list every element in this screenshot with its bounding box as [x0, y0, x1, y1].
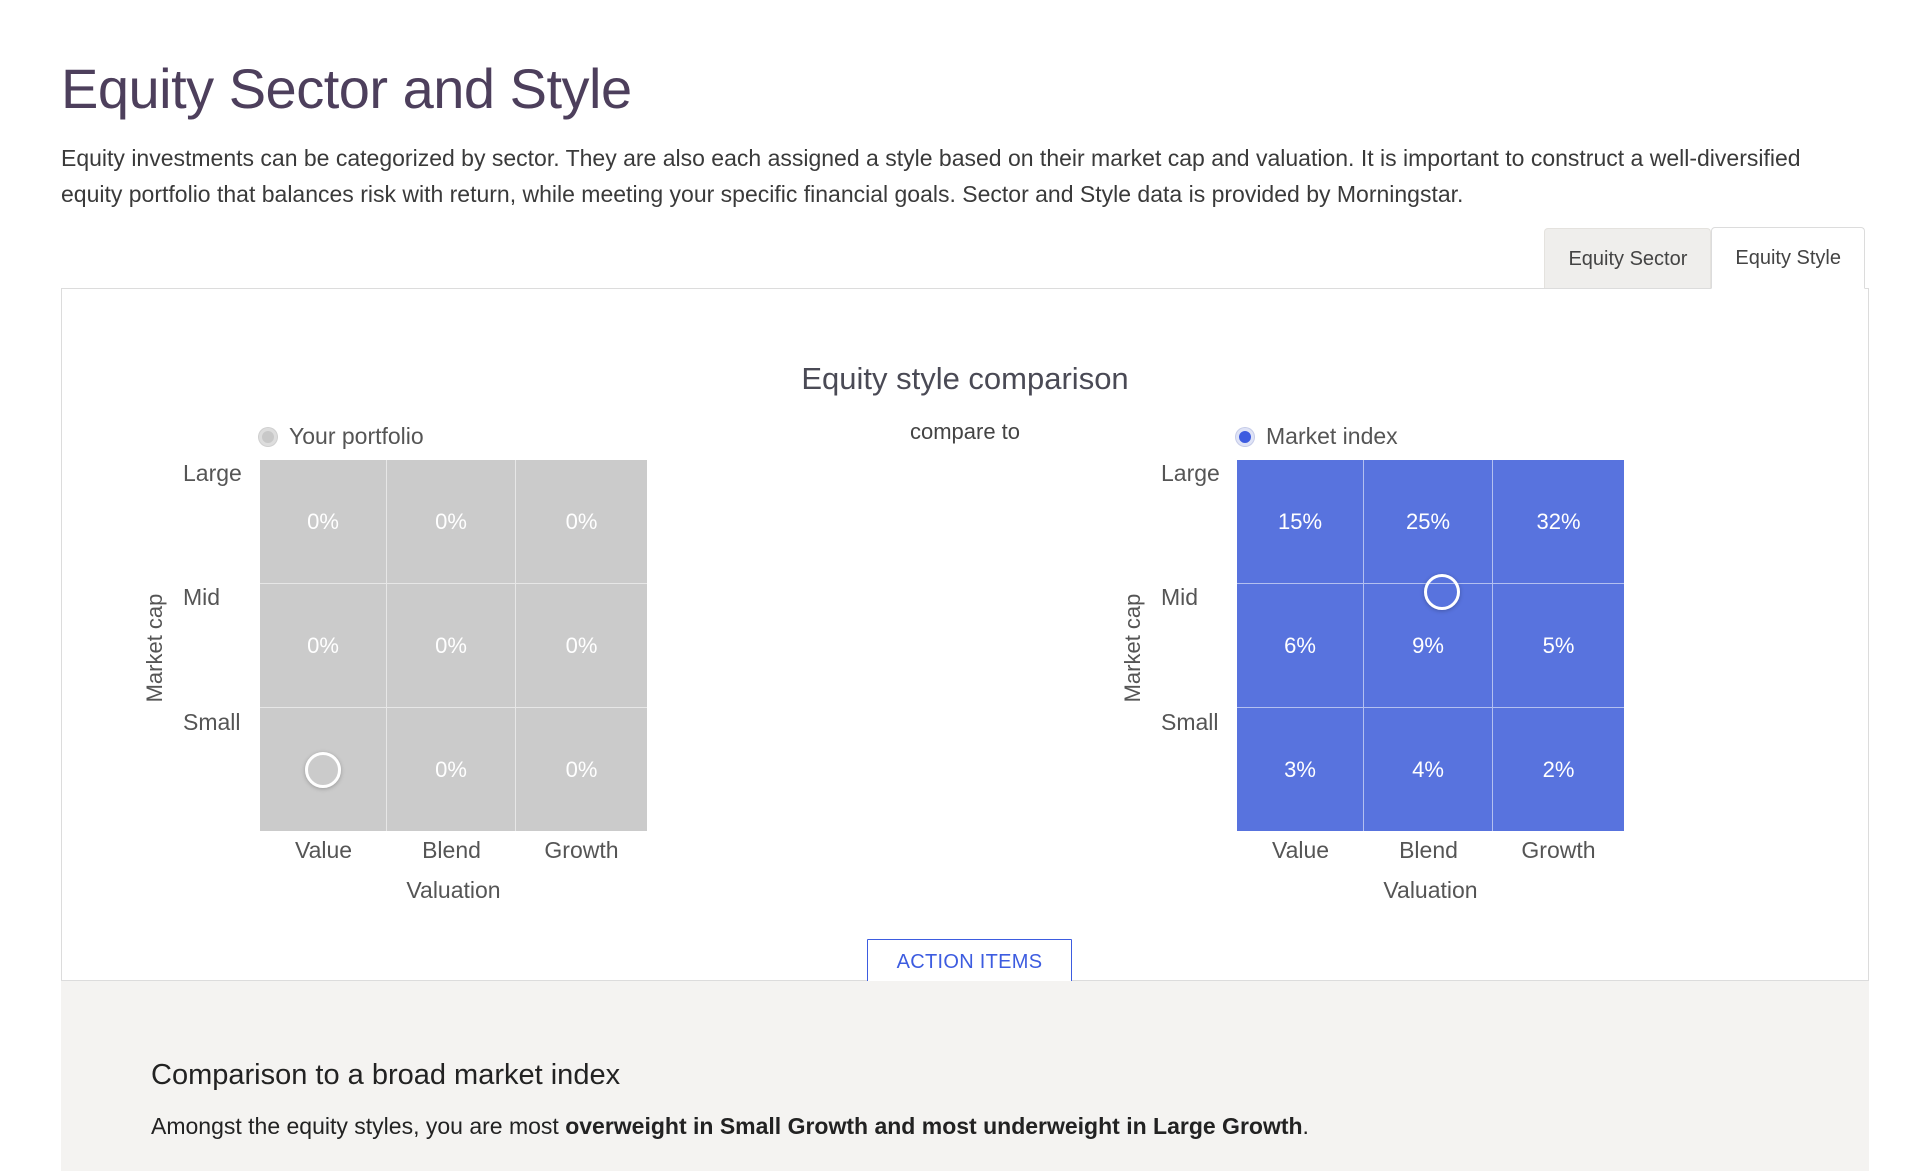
summary-section: Comparison to a broad market index Among… — [61, 981, 1869, 1171]
right-col-label-growth: Growth — [1521, 837, 1596, 863]
right-row-label-mid: Mid — [1161, 584, 1199, 610]
cell-large-growth: 0% — [516, 460, 647, 584]
summary-heading: Comparison to a broad market index — [151, 1059, 621, 1091]
tab-bar: Equity Sector Equity Style — [1544, 227, 1865, 289]
cell-mid-value: 0% — [260, 584, 387, 708]
tab-equity-sector[interactable]: Equity Sector — [1544, 228, 1712, 289]
summary-text-suffix: . — [1302, 1113, 1309, 1139]
cell-small-value — [260, 708, 387, 831]
equity-style-panel: Equity style comparison compare to Your … — [61, 288, 1869, 986]
radio-unchecked-icon — [259, 427, 277, 446]
right-col-label-blend: Blend — [1399, 837, 1458, 863]
radio-checked-icon — [1236, 427, 1254, 446]
cell-small-growth: 0% — [516, 708, 647, 831]
cell-large-blend: 0% — [387, 460, 516, 584]
left-col-label-growth: Growth — [544, 837, 619, 863]
cell-mid-value: 6% — [1237, 584, 1364, 708]
left-row-label-mid: Mid — [183, 584, 221, 610]
right-row-label-large: Large — [1161, 460, 1220, 486]
cell-large-growth: 32% — [1493, 460, 1624, 584]
cell-large-blend: 25% — [1364, 460, 1493, 584]
cell-large-value: 15% — [1237, 460, 1364, 584]
right-x-axis-title: Valuation — [1383, 877, 1478, 903]
market-index-label: Market index — [1266, 423, 1398, 449]
right-col-label-value: Value — [1271, 837, 1330, 863]
cell-mid-growth: 5% — [1493, 584, 1624, 708]
market-index-radio[interactable]: Market index — [1236, 423, 1398, 450]
cell-small-growth: 2% — [1493, 708, 1624, 831]
summary-text-prefix: Amongst the equity styles, you are most — [151, 1113, 566, 1139]
cell-small-blend: 4% — [1364, 708, 1493, 831]
summary-text-bold: overweight in Small Growth and most unde… — [565, 1113, 1303, 1139]
cell-mid-blend: 0% — [387, 584, 516, 708]
cell-mid-growth: 0% — [516, 584, 647, 708]
intro-text: Equity investments can be categorized by… — [61, 145, 1801, 207]
market-index-style-grid: 15% 25% 32% 6% 9% 5% 3% 4% 2% — [1237, 460, 1624, 831]
right-row-label-small: Small — [1161, 709, 1219, 735]
cell-large-value: 0% — [260, 460, 387, 584]
your-portfolio-style-grid: 0% 0% 0% 0% 0% 0% 0% 0% — [260, 460, 647, 831]
summary-text: Amongst the equity styles, you are most … — [151, 1113, 1309, 1140]
tab-equity-style[interactable]: Equity Style — [1711, 227, 1865, 289]
portfolio-centroid-marker — [305, 752, 341, 788]
page-title: Equity Sector and Style — [61, 57, 632, 120]
cell-small-value: 3% — [1237, 708, 1364, 831]
comparison-title: Equity style comparison — [801, 361, 1129, 396]
your-portfolio-radio[interactable]: Your portfolio — [259, 423, 424, 450]
left-y-axis-title: Market cap — [142, 593, 167, 703]
compare-to-label: compare to — [909, 419, 1021, 444]
left-col-label-blend: Blend — [422, 837, 481, 863]
left-col-label-value: Value — [294, 837, 353, 863]
market-index-centroid-marker — [1424, 574, 1460, 610]
action-items-button[interactable]: ACTION ITEMS — [867, 939, 1072, 986]
cell-small-blend: 0% — [387, 708, 516, 831]
your-portfolio-label: Your portfolio — [289, 423, 424, 449]
left-row-label-large: Large — [183, 460, 242, 486]
left-row-label-small: Small — [183, 709, 241, 735]
right-y-axis-title: Market cap — [1120, 593, 1145, 703]
left-x-axis-title: Valuation — [406, 877, 501, 903]
